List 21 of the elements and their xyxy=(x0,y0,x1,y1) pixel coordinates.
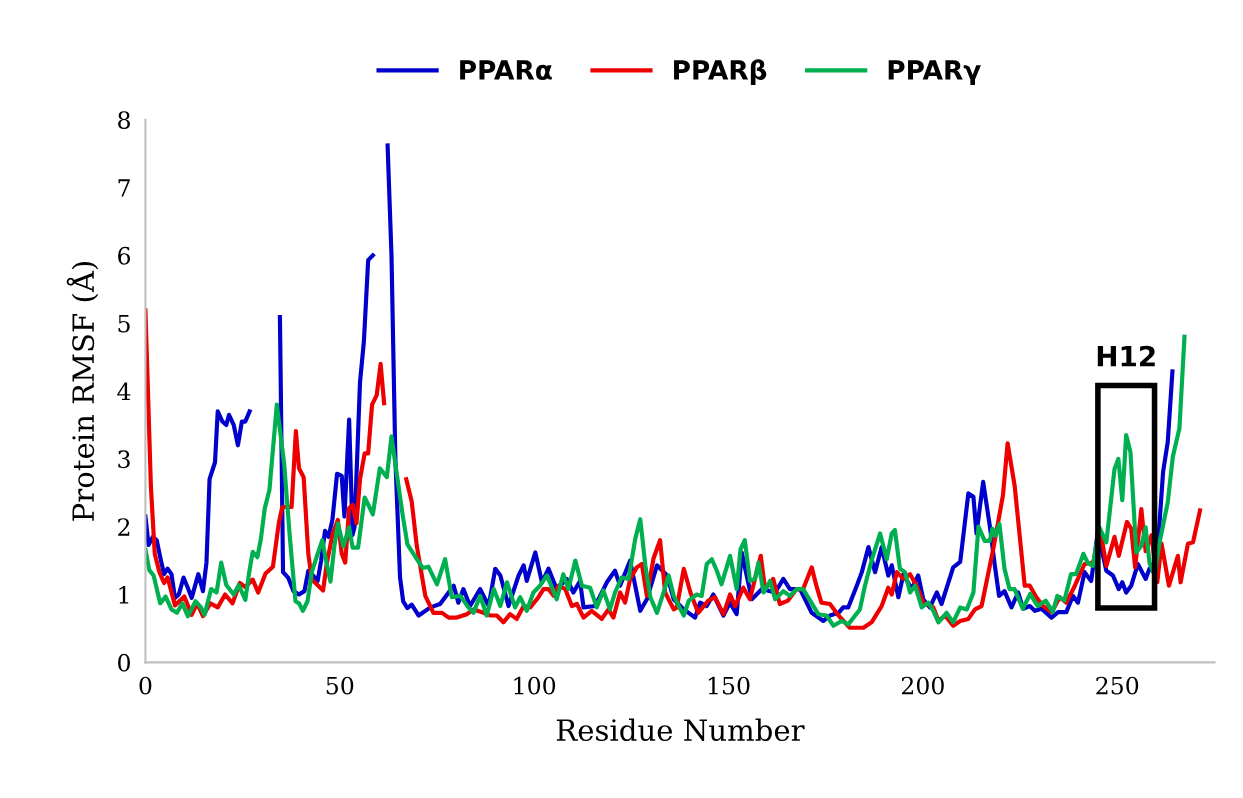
x-tick-label: 150 xyxy=(708,676,750,695)
y-tick-label: 4 xyxy=(117,382,131,400)
x-axis-title: Residue Number xyxy=(556,718,805,742)
x-tick-label: 100 xyxy=(514,676,556,695)
y-axis-title: Protein RMSF (Å) xyxy=(66,262,99,521)
x-tick-label: 250 xyxy=(1096,676,1139,695)
y-tick-label: 0 xyxy=(118,653,130,672)
y-tick-label: 2 xyxy=(118,518,130,536)
y-tick-label: 8 xyxy=(118,111,130,130)
y-tick-label: 1 xyxy=(119,585,129,604)
x-tick-label: 200 xyxy=(901,676,944,695)
legend-label: PPARα xyxy=(460,60,552,80)
x-tick-label: 0 xyxy=(139,676,152,695)
x-tick-label: 50 xyxy=(326,676,354,695)
annotation: H12 xyxy=(1097,345,1155,367)
y-tick-label: 6 xyxy=(118,246,131,265)
y-tick-label: 5 xyxy=(118,314,130,333)
legend-label: PPARγ xyxy=(888,60,981,86)
legend-label: PPARβ xyxy=(674,59,767,86)
y-tick-label: 3 xyxy=(118,450,130,469)
y-tick-label: 7 xyxy=(118,179,130,197)
